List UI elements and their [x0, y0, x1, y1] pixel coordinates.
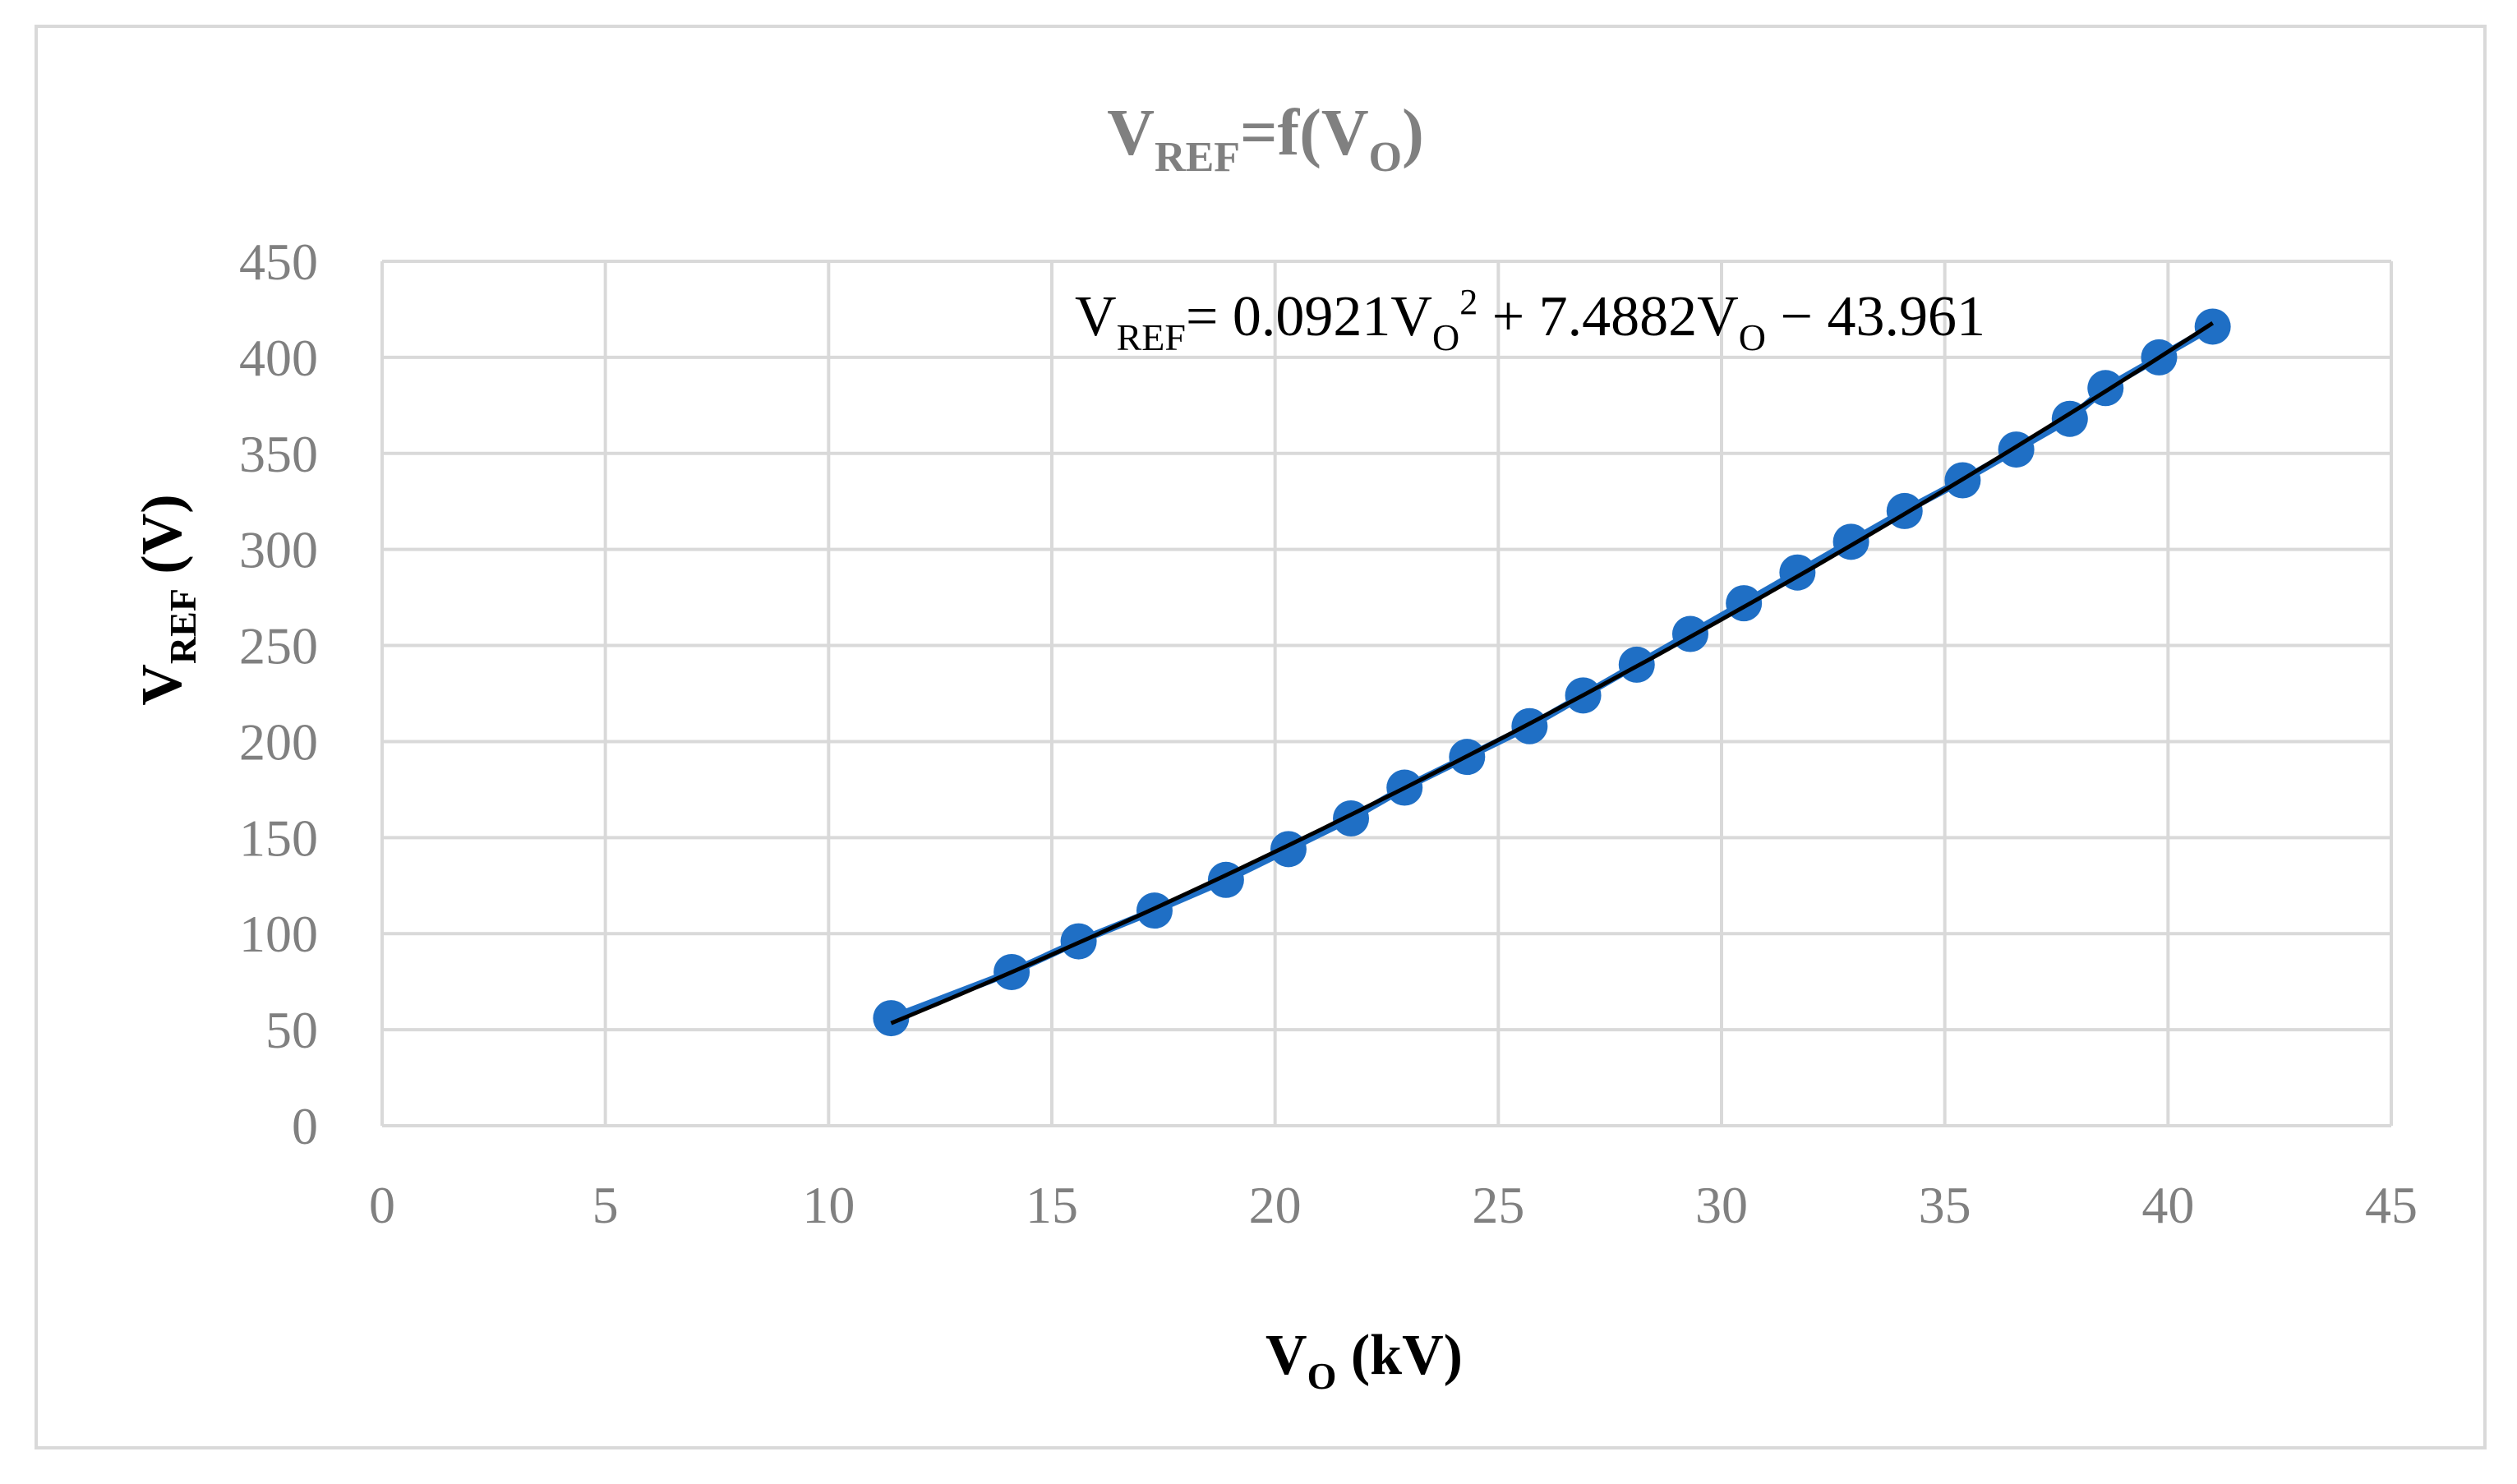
data-point [1511, 707, 1548, 744]
y-tick-label: 400 [239, 329, 318, 387]
y-tick-label: 450 [239, 233, 318, 291]
series-layer [873, 308, 2231, 1037]
data-point [873, 1000, 910, 1037]
chart-border [35, 25, 2487, 1449]
y-tick-label: 300 [239, 521, 318, 579]
y-tick-label: 50 [265, 1001, 318, 1059]
x-tick-label: 35 [1919, 1176, 1971, 1234]
y-tick-label: 350 [239, 425, 318, 483]
data-point [2194, 308, 2231, 345]
x-tick-label: 15 [1026, 1176, 1078, 1234]
x-tick-label: 0 [369, 1176, 395, 1234]
ticks-layer: 0 5 10 15 20 25 30 35 40 450501001502002503003504… [239, 233, 2418, 1234]
x-tick-label: 10 [802, 1176, 855, 1234]
y-tick-label: 0 [292, 1097, 318, 1155]
data-point [1333, 800, 1370, 836]
y-tick-label: 150 [239, 809, 318, 867]
x-tick-label: 40 [2141, 1176, 2194, 1234]
x-tick-label: 45 [2365, 1176, 2418, 1234]
trendline-equation: VREF= 0.0921VO2 + 7.4882VO − 43.961 [1075, 282, 1985, 358]
data-point [1671, 615, 1708, 652]
grid-layer [380, 260, 2393, 1127]
x-tick-label: 20 [1249, 1176, 1302, 1234]
y-axis-title: VREF (V) [131, 494, 204, 705]
trendline [890, 321, 2215, 1025]
y-tick-label: 100 [239, 905, 318, 963]
chart-title: VREF=f(VO) [1107, 97, 1424, 181]
y-tick-label: 250 [239, 617, 318, 675]
x-axis-title: VO (kV) [1265, 1324, 1463, 1397]
x-tick-label: 25 [1472, 1176, 1524, 1234]
x-tick-label: 30 [1695, 1176, 1748, 1234]
y-tick-label: 200 [239, 712, 318, 771]
x-tick-label: 5 [592, 1176, 619, 1234]
